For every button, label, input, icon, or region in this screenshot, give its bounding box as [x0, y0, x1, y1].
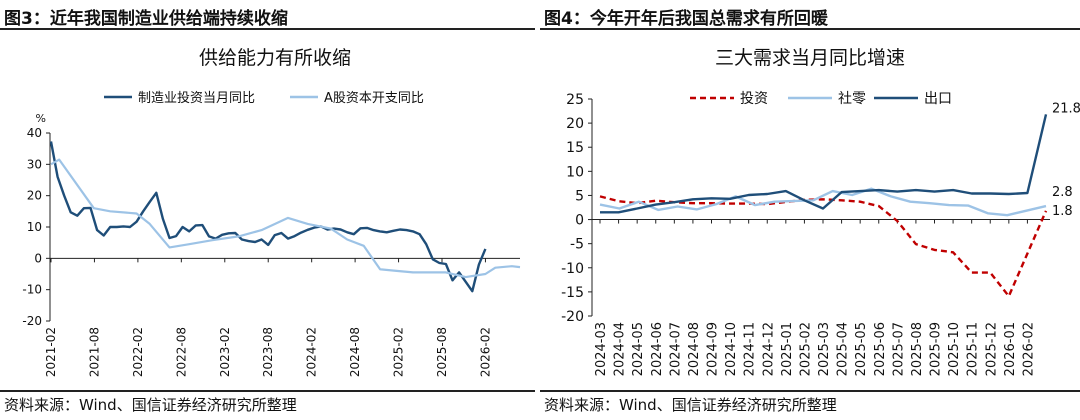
- x-tick-label: 2023-08: [261, 327, 275, 377]
- right-source-note: 资料来源：Wind、国信证券经济研究所整理: [544, 396, 837, 414]
- y-tick-label: 20: [27, 189, 42, 203]
- legend-label-manufacturing: 制造业投资当月同比: [138, 90, 255, 106]
- x-tick-label: 2024-05: [631, 322, 646, 376]
- y-tick-label: -20: [561, 309, 584, 325]
- y-tick-label: 0: [34, 251, 42, 265]
- x-tick-label: 2023-02: [218, 327, 232, 377]
- y-tick-label: -20: [22, 314, 42, 328]
- legend-export-label: 出口: [924, 91, 952, 107]
- end-label-invest: 1.8: [1052, 204, 1073, 219]
- x-tick-label: 2026-01: [1003, 322, 1018, 376]
- right-figure-caption: 图4：今年开年后我国总需求有所回暖: [544, 9, 828, 29]
- x-tick-label: 2022-08: [174, 327, 188, 377]
- x-tick-label: 2024-02: [305, 327, 319, 377]
- y-tick-label: -15: [561, 285, 584, 301]
- x-tick-label: 2025-01: [780, 322, 795, 376]
- x-tick-label: 2024-08: [348, 327, 362, 377]
- x-tick-label: 2024-06: [650, 322, 665, 376]
- x-tick-label: 2024-08: [687, 322, 702, 376]
- x-tick-label: 2024-09: [706, 322, 721, 376]
- right-bottom-rule: [540, 390, 1080, 392]
- x-tick-label: 2024-10: [724, 322, 739, 376]
- x-tick-label: 2025-06: [873, 322, 888, 376]
- x-tick-label: 2025-11: [966, 322, 981, 376]
- y-tick-label: 15: [566, 140, 584, 156]
- y-tick-label: 5: [575, 188, 584, 204]
- y-tick-label: -10: [22, 283, 42, 297]
- series-line-export: [600, 114, 1048, 214]
- chart-title: 三大需求当月同比增速: [715, 47, 905, 69]
- x-tick-label: 2026-02: [478, 327, 492, 377]
- left-top-rule: [0, 28, 535, 30]
- x-tick-label: 2025-07: [891, 322, 906, 376]
- right-top-rule: [540, 28, 1080, 30]
- x-tick-label: 2026-02: [1021, 322, 1036, 376]
- end-label-export: 21.8: [1052, 101, 1080, 116]
- right-panel: 图4：今年开年后我国总需求有所回暖 三大需求当月同比增速投资 社零 出口 -20 -15…: [540, 0, 1080, 420]
- x-tick-label: 2025-09: [929, 322, 944, 376]
- left-bottom-rule: [0, 390, 535, 392]
- x-tick-label: 2025-02: [798, 322, 813, 376]
- series-line-invest: [599, 195, 1048, 298]
- x-tick-label: 2021-02: [44, 327, 58, 377]
- series-line-retail: [599, 187, 1047, 217]
- x-tick-label: 2025-10: [947, 322, 962, 376]
- x-tick-label: 2024-11: [743, 322, 758, 376]
- y-tick-label: 10: [566, 164, 584, 180]
- y-tick-label: 0: [575, 213, 584, 229]
- x-tick-label: 2025-08: [435, 327, 449, 377]
- series-line-a-share-capex: [50, 158, 521, 279]
- x-tick-label: 2021-08: [87, 327, 101, 377]
- left-panel: 图3：近年我国制造业供给端持续收缩 供给能力有所收缩制造业投资当月同比 A股资本开…: [0, 9, 535, 414]
- left-source-note: 资料来源：Wind、国信证券经济研究所整理: [4, 396, 297, 414]
- y-tick-label: 25: [566, 92, 584, 108]
- x-tick-label: 2024-03: [594, 322, 609, 376]
- x-tick-label: 2022-02: [131, 327, 145, 377]
- end-label-retail: 2.8: [1052, 185, 1073, 200]
- y-axis-unit-label: %: [36, 112, 46, 125]
- x-tick-label: 2024-07: [668, 322, 683, 376]
- legend-retail-label: 社零: [838, 91, 866, 107]
- y-tick-label: -10: [561, 261, 584, 277]
- legend-label-a-share-capex: A股资本开支同比: [324, 91, 424, 106]
- x-tick-label: 2025-02: [392, 327, 406, 377]
- x-tick-label: 2025-12: [984, 322, 999, 376]
- x-tick-label: 2025-08: [910, 322, 925, 376]
- x-tick-label: 2024-12: [761, 322, 776, 376]
- x-tick-label: 2025-05: [854, 322, 869, 376]
- y-tick-label: 20: [566, 116, 584, 132]
- x-tick-label: 2024-04: [613, 322, 628, 376]
- y-tick-label: 40: [27, 126, 42, 140]
- chart-title: 供给能力有所收缩: [199, 47, 351, 69]
- x-tick-label: 2025-04: [836, 322, 851, 376]
- y-tick-label: 10: [27, 220, 42, 234]
- series-line-manufacturing: [49, 141, 487, 293]
- legend-invest-label: 投资: [740, 91, 768, 107]
- y-tick-label: -5: [570, 237, 584, 253]
- left-figure-caption: 图3：近年我国制造业供给端持续收缩: [4, 9, 288, 29]
- y-tick-label: 30: [27, 157, 42, 171]
- x-tick-label: 2025-03: [817, 322, 832, 376]
